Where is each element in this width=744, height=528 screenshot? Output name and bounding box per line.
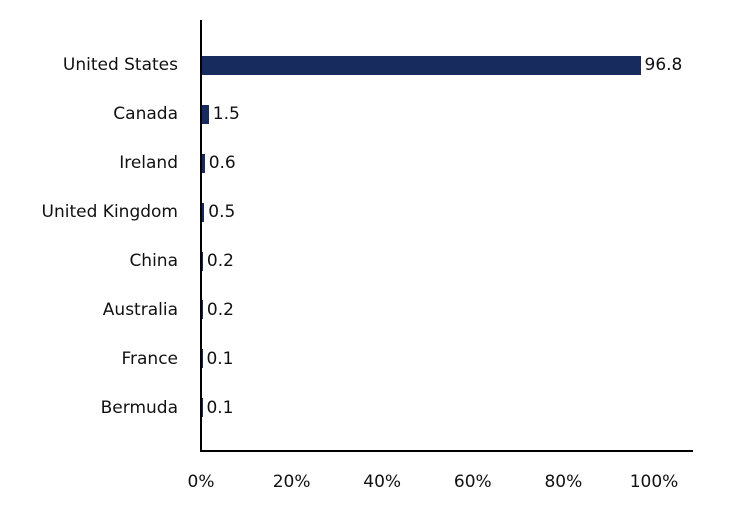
category-label: United Kingdom [41, 202, 178, 223]
value-label: 0.2 [206, 299, 234, 320]
x-tick-label: 20% [272, 472, 311, 492]
bar [202, 104, 209, 124]
category-label: France [121, 348, 178, 369]
value-label: 0.2 [206, 251, 234, 272]
category-label: Bermuda [100, 397, 178, 418]
bar [202, 202, 205, 222]
x-tick-label: 80% [544, 472, 583, 492]
value-label: 1.5 [212, 104, 240, 125]
bar [202, 55, 641, 75]
x-tick-label: 100% [629, 472, 679, 492]
value-label: 0.5 [208, 202, 236, 223]
y-axis-line [200, 20, 202, 452]
value-label: 96.8 [644, 55, 683, 76]
category-label: Australia [102, 299, 178, 320]
x-tick-label: 40% [363, 472, 402, 492]
bar [202, 153, 205, 173]
value-label: 0.1 [206, 348, 234, 369]
x-axis-line [200, 450, 693, 452]
category-label: Ireland [119, 153, 178, 174]
x-tick-label: 60% [453, 472, 492, 492]
x-tick-label: 0% [187, 472, 215, 492]
bar [202, 300, 203, 320]
bar [202, 251, 203, 271]
value-label: 0.1 [206, 397, 234, 418]
category-label: United States [62, 55, 178, 76]
category-label: Canada [113, 104, 178, 125]
value-label: 0.6 [208, 153, 236, 174]
category-label: China [129, 251, 178, 272]
